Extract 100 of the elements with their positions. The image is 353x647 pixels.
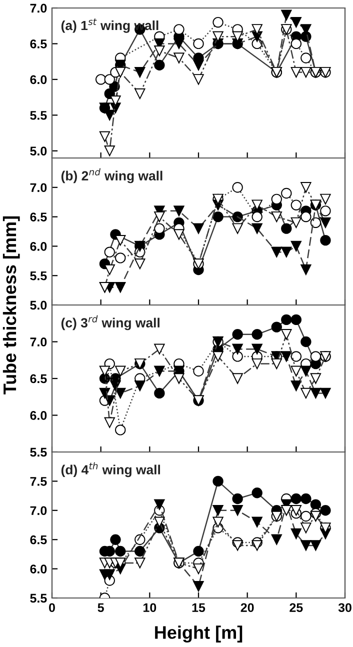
point xyxy=(174,38,184,50)
point xyxy=(320,217,331,228)
point xyxy=(174,206,184,216)
point xyxy=(193,366,204,376)
y-tick-label: 7.0 xyxy=(30,183,47,192)
point xyxy=(232,351,243,362)
point xyxy=(271,534,282,545)
point xyxy=(212,31,224,42)
point xyxy=(99,131,110,142)
x-axis-title: Height [m] xyxy=(155,626,242,643)
y-tick-label: 5.0 xyxy=(30,300,47,310)
point xyxy=(193,223,204,234)
point xyxy=(252,516,262,528)
point xyxy=(300,388,312,399)
point xyxy=(310,217,322,228)
point xyxy=(115,388,126,399)
point xyxy=(134,66,146,78)
point xyxy=(232,31,243,42)
point xyxy=(104,264,115,276)
y-tick-label: 6.5 xyxy=(30,212,47,222)
point xyxy=(271,194,282,205)
y-tick-label: 7.0 xyxy=(30,338,47,346)
point xyxy=(104,417,115,428)
text: (b) 2$^{nd}$ wing wall xyxy=(61,168,162,184)
x-tick-label: 15 xyxy=(192,603,206,612)
x-tick-label: 25 xyxy=(290,603,303,612)
point xyxy=(310,351,322,362)
point xyxy=(310,388,322,399)
point xyxy=(104,74,115,85)
x-tick-label: 20 xyxy=(240,603,254,612)
point xyxy=(252,329,262,340)
point xyxy=(115,252,126,264)
point xyxy=(154,60,165,70)
point xyxy=(115,366,126,376)
y-tick-label: 6.0 xyxy=(30,564,47,574)
point xyxy=(174,24,184,35)
point xyxy=(300,211,312,222)
point xyxy=(115,424,126,436)
point xyxy=(300,264,312,276)
point xyxy=(110,534,121,545)
point xyxy=(212,516,224,528)
point xyxy=(104,110,115,120)
point xyxy=(212,476,224,487)
point xyxy=(99,366,110,376)
point xyxy=(232,329,243,340)
point xyxy=(174,229,184,240)
point xyxy=(290,240,302,252)
point xyxy=(300,540,312,551)
point xyxy=(320,234,331,246)
point xyxy=(320,388,331,399)
x-tick-label: 5 xyxy=(98,603,104,612)
point xyxy=(212,211,224,222)
point xyxy=(193,580,204,592)
point xyxy=(104,569,115,580)
point xyxy=(252,540,262,551)
point xyxy=(271,358,282,370)
point xyxy=(134,88,146,100)
point xyxy=(232,505,243,516)
y-tick-label: 5.5 xyxy=(30,111,47,120)
point xyxy=(310,499,322,510)
point xyxy=(232,373,243,384)
point xyxy=(174,373,184,384)
point xyxy=(320,505,331,516)
y-tick-label: 5.5 xyxy=(30,594,47,603)
point xyxy=(212,505,224,516)
point xyxy=(310,540,322,551)
point xyxy=(232,182,243,193)
x-tick-label: 10 xyxy=(144,603,156,612)
point xyxy=(154,516,165,528)
point xyxy=(300,493,312,504)
y-tick-label: 7.0 xyxy=(30,4,47,13)
point xyxy=(134,258,146,270)
point xyxy=(290,66,302,78)
point xyxy=(154,46,165,56)
point xyxy=(115,66,126,78)
point xyxy=(134,546,146,557)
point xyxy=(281,223,292,234)
point xyxy=(252,344,262,354)
y-tick-label: 7.5 xyxy=(30,477,47,486)
y-tick-label: 6.5 xyxy=(30,374,47,384)
point xyxy=(281,314,292,326)
y-tick-label: 6.0 xyxy=(30,75,47,84)
point xyxy=(290,528,302,540)
point xyxy=(281,351,292,362)
point xyxy=(212,16,224,28)
point xyxy=(115,282,126,293)
point xyxy=(134,558,146,568)
point xyxy=(271,211,282,222)
point xyxy=(281,246,292,258)
point xyxy=(110,96,121,106)
text: (d) 4$^{th}$ wing wall xyxy=(61,462,160,478)
point xyxy=(232,493,243,504)
point xyxy=(252,24,262,35)
point xyxy=(252,358,262,370)
point xyxy=(154,344,165,354)
point xyxy=(115,546,126,557)
y-tick-label: 7.0 xyxy=(30,506,47,516)
y-tick-label: 6.0 xyxy=(30,411,47,420)
point xyxy=(154,388,165,399)
text: (c) 3$^{rd}$ wing wall xyxy=(61,315,160,330)
